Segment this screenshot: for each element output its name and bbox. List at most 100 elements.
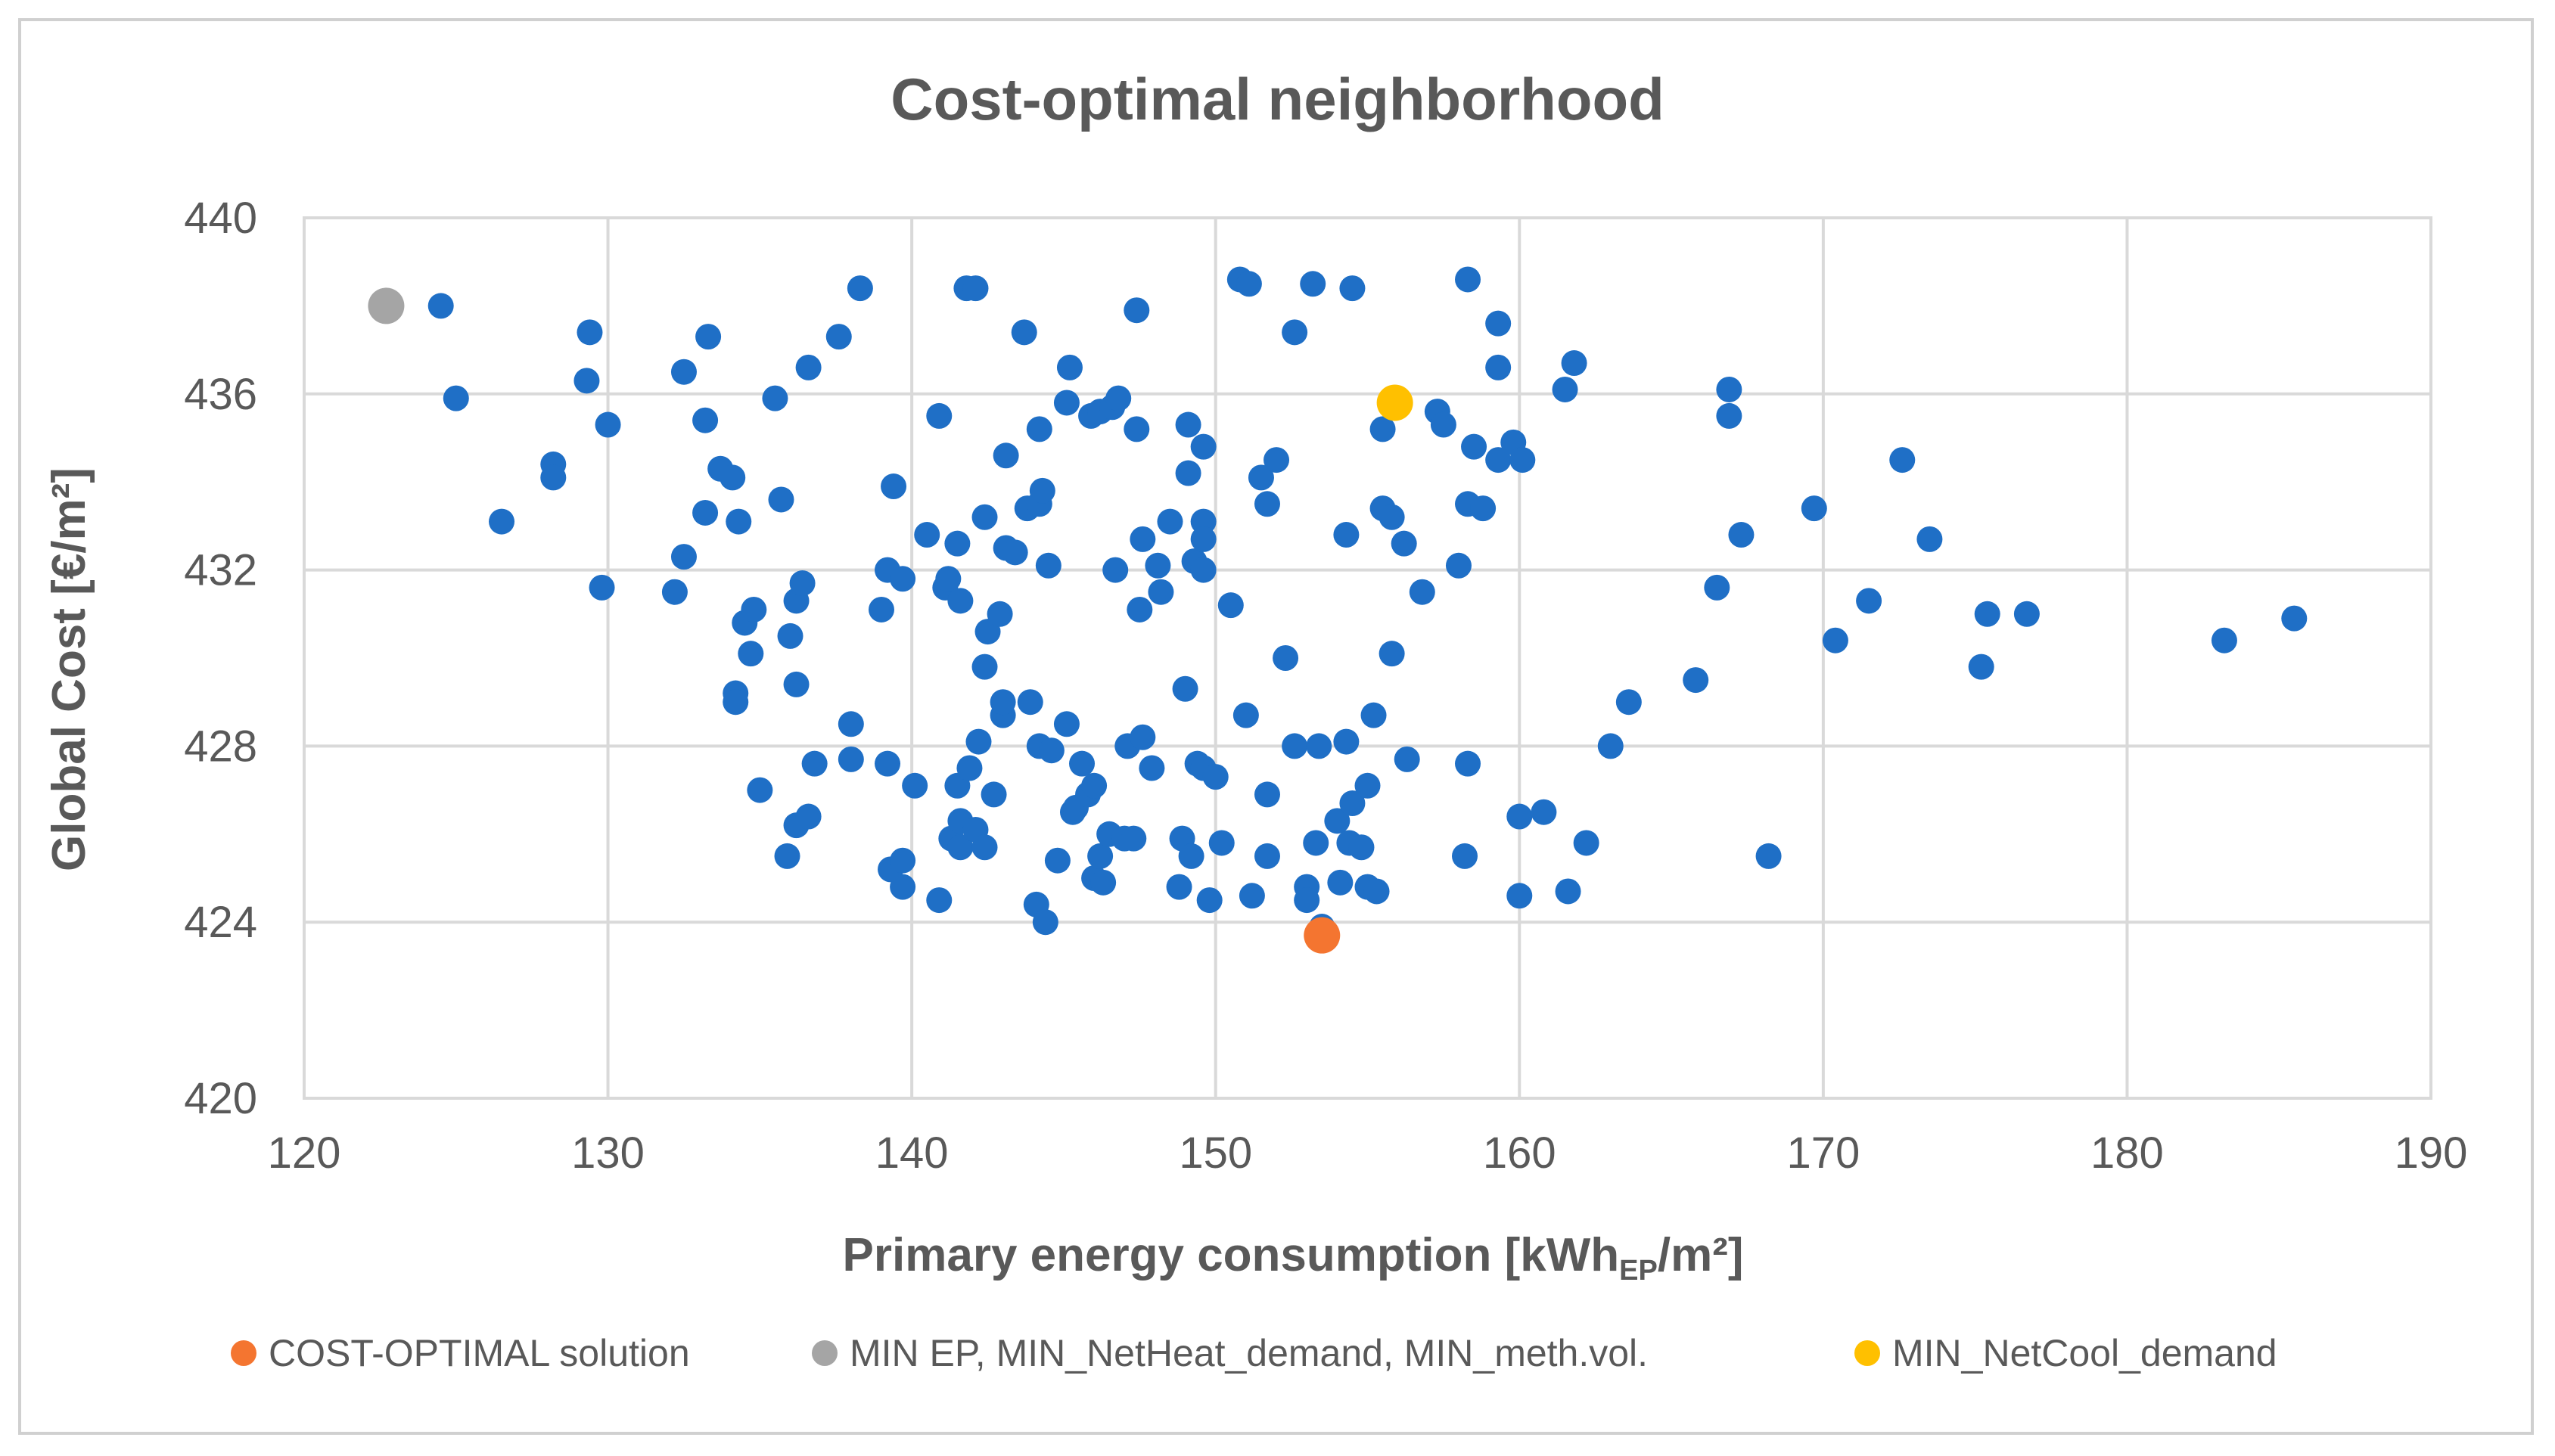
data-point (1232, 702, 1259, 728)
data-point (987, 601, 1013, 627)
data-point (2281, 605, 2308, 632)
data-point (1506, 803, 1533, 830)
data-point (838, 746, 864, 772)
data-point (692, 499, 719, 526)
data-point (1127, 596, 1153, 622)
data-point (1236, 271, 1262, 297)
legend-marker-gray (812, 1340, 838, 1366)
data-point (1327, 869, 1354, 896)
data-point (1172, 675, 1198, 702)
data-point (902, 772, 928, 799)
legend-marker-orange (231, 1340, 256, 1366)
data-point (1139, 755, 1165, 781)
tick-labels: 120 130 140 150 160 170 180 190 420 424 428 432 436 4… (184, 194, 2467, 1178)
legend-label: MIN_NetCool_demand (1892, 1332, 2277, 1374)
y-tick-label: 420 (184, 1074, 257, 1123)
data-point (1196, 887, 1223, 914)
data-point (1190, 526, 1217, 552)
data-point (1002, 539, 1028, 566)
y-tick-label: 428 (184, 722, 257, 771)
data-point (1053, 711, 1080, 737)
data-point (1087, 843, 1114, 869)
data-point (1038, 737, 1065, 764)
data-point (1145, 552, 1171, 579)
data-point (1303, 830, 1329, 856)
data-point (1026, 416, 1052, 442)
data-point (1348, 834, 1375, 861)
x-tick-label: 190 (2395, 1128, 2468, 1178)
data-point (777, 622, 803, 649)
data-point (1369, 416, 1396, 442)
data-point (971, 834, 998, 861)
data-point (947, 834, 974, 861)
data-point (670, 544, 697, 570)
data-point (875, 750, 901, 777)
y-axis-label: Global Cost [€/m²] (43, 467, 95, 871)
data-point (1597, 733, 1624, 759)
x-tick-label: 170 (1786, 1128, 1860, 1178)
data-point (1056, 354, 1083, 380)
data-point (1175, 460, 1201, 486)
data-point (1379, 504, 1405, 530)
data-point (1728, 522, 1755, 548)
x-tick-label: 120 (268, 1128, 341, 1178)
data-point (1248, 464, 1274, 491)
data-point (1485, 354, 1512, 380)
legend: COST-OPTIMAL solution MIN EP, MIN_NetHea… (0, 1331, 2555, 1384)
data-point (1032, 909, 1058, 936)
data-point (1409, 579, 1435, 605)
data-point (774, 843, 800, 869)
x-tick-label: 140 (875, 1128, 949, 1178)
data-point (1124, 297, 1150, 324)
data-point (789, 570, 816, 597)
data-point (1333, 522, 1360, 548)
y-tick-label: 436 (184, 370, 257, 419)
data-point (1360, 702, 1387, 728)
data-point (540, 464, 567, 491)
data-point (427, 293, 454, 319)
data-point (443, 385, 469, 411)
data-point (801, 750, 828, 777)
data-point (1254, 843, 1280, 869)
axes (303, 216, 2432, 1100)
data-point (890, 847, 916, 874)
data-point (1239, 883, 1265, 909)
data-point (795, 803, 822, 830)
data-point (1485, 310, 1512, 337)
x-tick-label: 130 (571, 1128, 645, 1178)
data-point (926, 887, 953, 914)
data-point (1974, 601, 2000, 627)
data-point (1968, 653, 1994, 680)
data-point (965, 728, 992, 755)
data-point (1509, 447, 1536, 473)
data-point (1916, 526, 1943, 552)
x-axis-label-main: Primary energy consumption [kWh (843, 1229, 1620, 1281)
data-point (890, 874, 916, 900)
data-point (1208, 830, 1235, 856)
data-point (1755, 843, 1782, 869)
data-point (747, 777, 773, 803)
data-point (1090, 869, 1117, 896)
data-point (1044, 847, 1071, 874)
data-point (1555, 878, 1581, 905)
data-point (1202, 764, 1229, 790)
data-point (1282, 319, 1308, 346)
data-point (595, 411, 621, 438)
data-point (881, 473, 907, 500)
data-point (1573, 830, 1599, 856)
plot-area-border (303, 216, 2432, 1100)
data-point (741, 596, 767, 622)
data-point (1254, 781, 1280, 808)
data-point (1430, 411, 1456, 438)
x-axis-label: Primary energy consumption [kWhEP/m²] (843, 1229, 1744, 1287)
data-point (723, 689, 749, 716)
data-point (1354, 772, 1381, 799)
data-point (670, 359, 697, 385)
data-point (1124, 416, 1150, 442)
data-point (1190, 433, 1217, 460)
data-point (1130, 724, 1156, 750)
data-point (738, 641, 764, 667)
data-point (971, 504, 998, 530)
data-point (1394, 746, 1420, 772)
